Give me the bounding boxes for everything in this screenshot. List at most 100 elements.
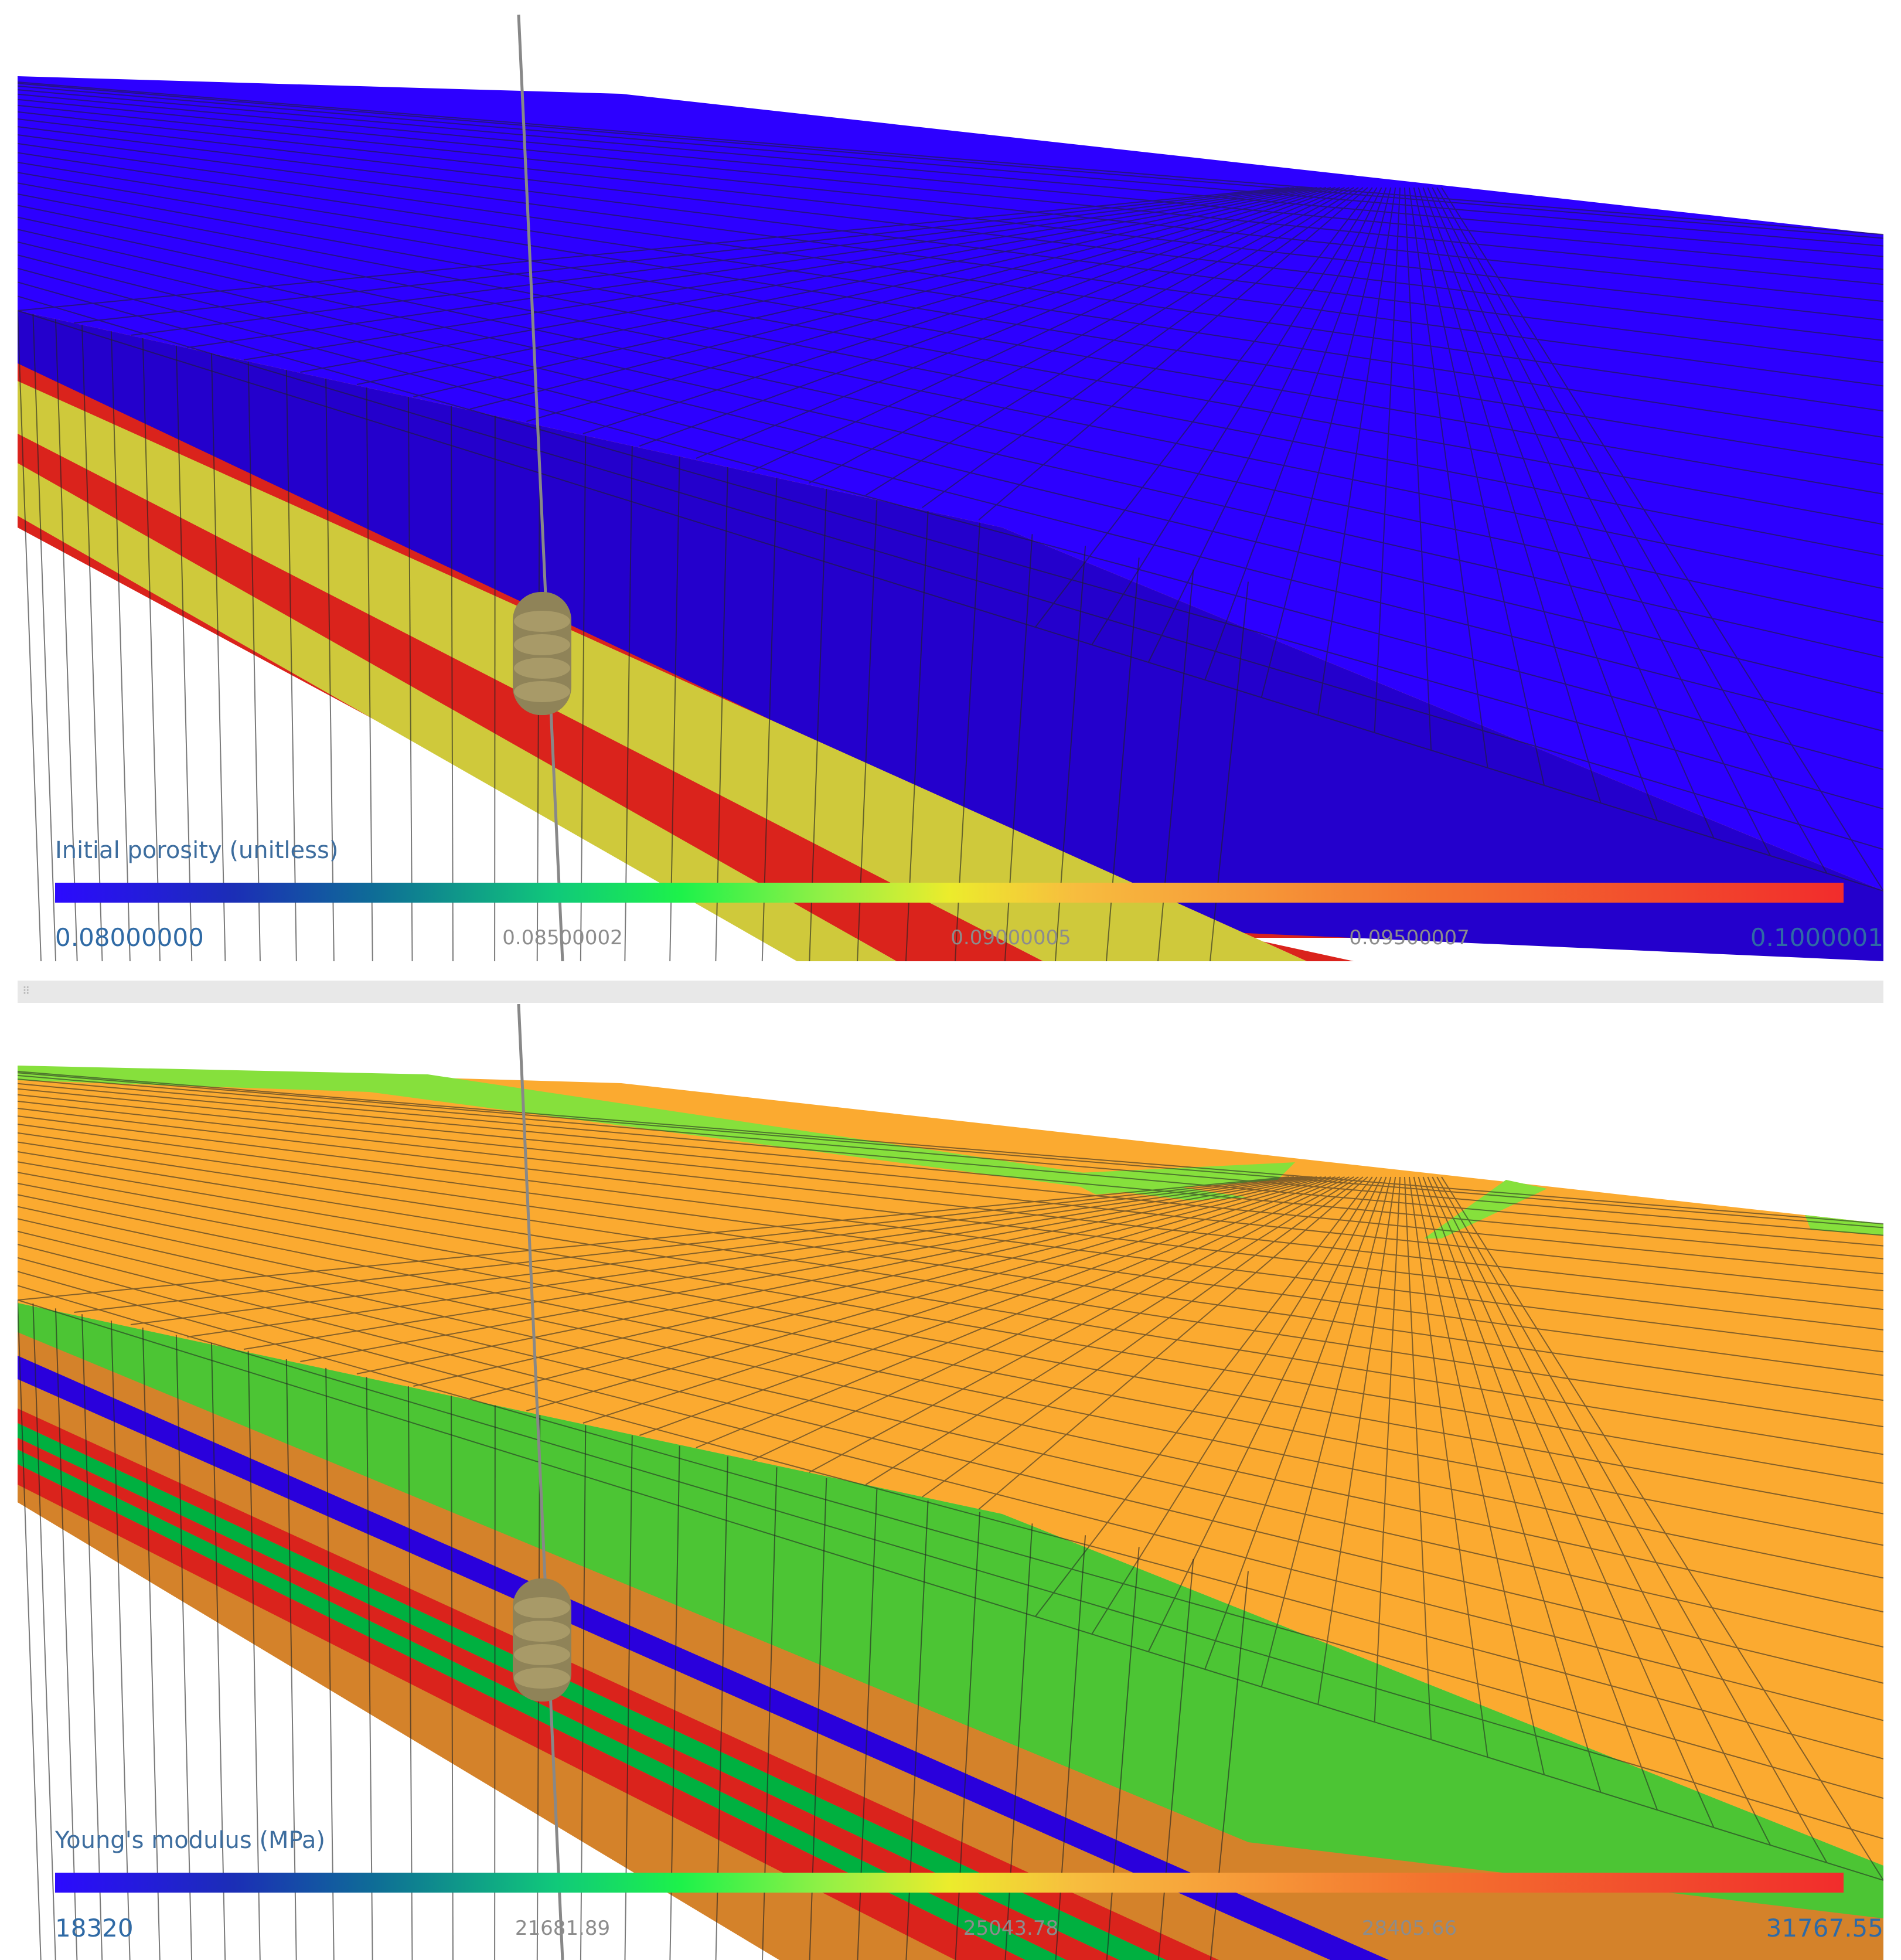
grid-line (243, 1176, 1308, 1350)
grid-line (18, 281, 1883, 810)
grid-line (18, 1088, 1883, 1275)
grid-line (1034, 1176, 1373, 1617)
grid-line (187, 1176, 1303, 1338)
grid-line (582, 1176, 1336, 1424)
grid-line (18, 1194, 1883, 1579)
grid-line (696, 1176, 1345, 1448)
model-top-face (18, 1066, 1883, 1866)
grid-line (18, 1172, 1883, 1515)
grid-line (1427, 187, 1715, 839)
grid-line (74, 187, 1294, 324)
viewer-youngs-modulus[interactable]: Young's modulus (MPa) 18320 21681.89 250… (18, 1004, 1883, 1960)
grid-line (18, 205, 1883, 590)
grid-line (1147, 187, 1382, 663)
grid-line (54, 1308, 78, 1960)
grid-line (18, 1115, 1883, 1353)
grid-line (18, 254, 1883, 732)
grid-line (582, 187, 1336, 434)
grid-line (285, 370, 297, 961)
grid-line (81, 1314, 103, 1960)
grid-line (18, 1078, 1883, 1247)
grid-line (1091, 1176, 1378, 1635)
grid-line (1422, 187, 1658, 821)
grid-line (1432, 1176, 1771, 1846)
viewer-porosity[interactable]: Initial porosity (unitless) 0.08000000 0… (18, 0, 1883, 961)
grid-line (1422, 1176, 1658, 1811)
grid-line (715, 467, 728, 961)
grid-line (526, 187, 1331, 422)
youngs-modulus-3d-model[interactable] (18, 1004, 1883, 1960)
grid-line (18, 1299, 42, 1960)
grid-line (865, 1176, 1359, 1485)
colorbar-tick: 0.09000005 (950, 926, 1071, 950)
grid-line (669, 456, 680, 961)
grid-line (1441, 187, 1883, 891)
grid-line (18, 1100, 1883, 1311)
grid-line (18, 241, 1883, 695)
colorbar-tick: 0.08500002 (502, 926, 623, 950)
grid-line (18, 93, 1883, 270)
grid-line (54, 319, 78, 961)
colorbar-gradient (55, 883, 1844, 903)
grid-line (18, 1206, 1883, 1613)
grid-line (18, 1182, 1883, 1546)
colorbar-tick-min: 18320 (55, 1914, 134, 1942)
grid-line (18, 118, 1883, 341)
grid-line (325, 378, 335, 961)
grid-line (761, 478, 778, 961)
grid-line (142, 1328, 161, 1960)
grid-line (1106, 1547, 1140, 1960)
grid-line (18, 267, 1883, 770)
layer-red-2 (18, 1438, 1119, 1960)
grid-line (18, 1108, 1883, 1331)
well-trajectory-line (517, 14, 564, 961)
top-grid-lines (18, 1071, 1883, 1881)
grid-line (1317, 187, 1396, 716)
porosity-3d-model[interactable] (18, 0, 1883, 961)
grid-line (325, 1367, 335, 1960)
panel-splitter[interactable]: ⠿ (18, 981, 1883, 1003)
grid-line (413, 1176, 1322, 1387)
grid-line (18, 161, 1883, 466)
layer-orange-3 (18, 1485, 955, 1960)
layer-blue (18, 311, 1883, 961)
grid-line (809, 488, 827, 961)
grid-line (1055, 1535, 1086, 1960)
top-patch-green (1424, 1180, 1547, 1238)
grid-line (1403, 1176, 1432, 1740)
grid-line (1427, 1176, 1715, 1828)
grid-line (81, 325, 103, 961)
grid-line (1034, 187, 1373, 628)
grid-line (18, 142, 1883, 412)
grid-line (639, 187, 1341, 447)
layer-orange (18, 1332, 1453, 1960)
grid-line (18, 152, 1883, 438)
grid-line (18, 1218, 1883, 1648)
layer-green-top (18, 1303, 1883, 1918)
grid-line (210, 353, 226, 961)
grid-line (18, 1230, 1883, 1684)
grid-line (32, 1303, 56, 1960)
grid-line (18, 1271, 1883, 1799)
layer-green-3 (18, 1449, 1067, 1960)
grid-line (18, 126, 1883, 363)
layer-red (18, 1408, 1219, 1960)
grid-line (18, 1244, 1883, 1721)
grid-line (1408, 187, 1488, 768)
perforation-tool (513, 592, 571, 715)
grid-line (18, 310, 42, 961)
grid-line (1436, 1176, 1828, 1863)
grid-line (130, 1176, 1299, 1325)
grid-line (356, 187, 1317, 385)
grid-line (18, 193, 1883, 557)
grid-line (18, 1285, 1883, 1840)
colorbar-tick: 21681.89 (515, 1917, 611, 1940)
grid-line (187, 187, 1303, 348)
model-top-face (18, 76, 1883, 891)
layer-orange-2 (18, 1379, 1330, 1960)
grid-line (18, 81, 1883, 235)
grid-line (1091, 187, 1378, 645)
grid-line (18, 134, 1883, 387)
grid-line (18, 216, 1883, 624)
grid-line (243, 187, 1308, 360)
